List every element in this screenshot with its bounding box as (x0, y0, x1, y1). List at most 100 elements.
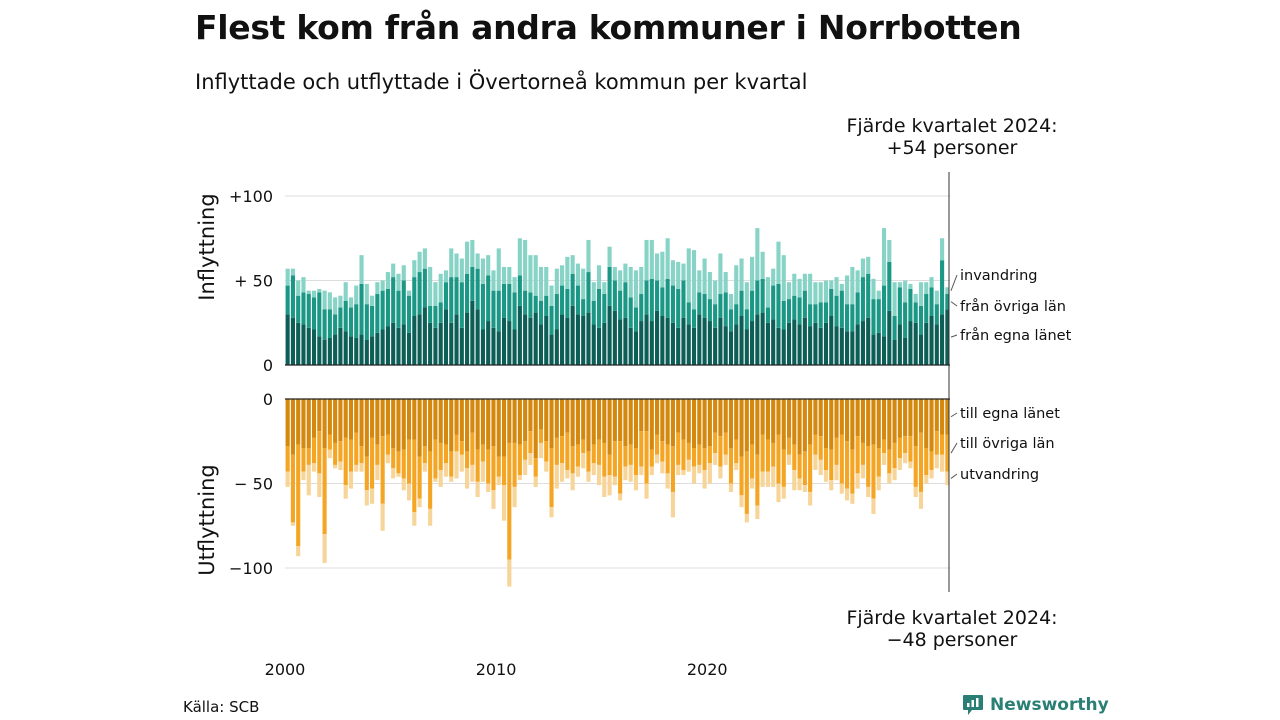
bar-inflyttning-s2-88 (750, 256, 755, 291)
bar-utflyttning-s2-119 (913, 486, 918, 498)
bar-inflyttning-s2-57 (586, 239, 591, 273)
bar-inflyttning-s2-22 (401, 265, 406, 281)
bar-utflyttning-s2-78 (697, 464, 702, 474)
bar-inflyttning-s2-125 (945, 287, 950, 295)
bar-utflyttning-s2-82 (718, 466, 723, 479)
bar-utflyttning-s1-32 (454, 434, 459, 452)
bar-inflyttning-s0-108 (855, 324, 860, 365)
bar-utflyttning-s1-48 (538, 429, 544, 443)
bar-utflyttning-s2-33 (459, 454, 464, 472)
series-label-utflyttning-1: till övriga län (960, 436, 1055, 452)
bar-inflyttning-s0-109 (860, 321, 865, 365)
bar-inflyttning-s2-100 (813, 282, 818, 305)
bar-inflyttning-s1-118 (908, 288, 913, 322)
bar-inflyttning-s0-95 (786, 322, 792, 365)
bar-utflyttning-s2-23 (406, 483, 412, 501)
bar-utflyttning-s1-56 (581, 439, 586, 454)
bar-utflyttning-s0-120 (918, 399, 924, 433)
bar-inflyttning-s1-62 (612, 280, 617, 311)
bar-utflyttning-s0-58 (591, 399, 596, 445)
bar-utflyttning-s1-116 (897, 437, 902, 459)
bar-inflyttning-s2-46 (528, 255, 533, 293)
bar-utflyttning-s2-64 (623, 466, 628, 481)
bar-inflyttning-s2-63 (618, 270, 623, 291)
bar-utflyttning-s0-55 (575, 399, 580, 445)
bar-utflyttning-s1-29 (438, 442, 443, 470)
bar-inflyttning-s0-68 (644, 314, 649, 365)
bar-utflyttning-s0-61 (607, 399, 612, 455)
bar-inflyttning-s1-107 (850, 304, 855, 332)
bar-inflyttning-s1-16 (370, 305, 375, 337)
bar-inflyttning-s0-15 (364, 339, 369, 365)
bar-inflyttning-s1-57 (586, 272, 591, 313)
bar-utflyttning-s0-33 (459, 399, 464, 442)
bar-utflyttning-s2-115 (892, 468, 897, 481)
bar-utflyttning-s0-109 (860, 399, 865, 443)
bar-inflyttning-s1-69 (649, 278, 654, 322)
bar-utflyttning-s1-101 (818, 436, 823, 460)
bar-utflyttning-s2-13 (354, 464, 359, 472)
brand-logo: Newsworthy (962, 694, 1109, 716)
bar-utflyttning-s1-106 (845, 441, 850, 489)
bar-inflyttning-s0-96 (792, 319, 797, 365)
bar-inflyttning-s0-123 (934, 324, 939, 365)
bar-utflyttning-s2-98 (802, 485, 807, 492)
bar-utflyttning-s0-98 (802, 399, 807, 452)
bar-utflyttning-s2-75 (681, 469, 686, 476)
bar-inflyttning-s1-46 (528, 292, 533, 318)
bar-utflyttning-s0-51 (554, 399, 559, 438)
bar-utflyttning-s1-14 (359, 446, 364, 464)
bar-inflyttning-s1-64 (623, 282, 628, 318)
bar-utflyttning-s0-116 (897, 399, 902, 438)
bar-utflyttning-s0-44 (517, 399, 522, 445)
bar-utflyttning-s1-97 (797, 454, 802, 479)
bar-inflyttning-s2-102 (823, 280, 829, 303)
bar-inflyttning-s1-11 (343, 300, 348, 332)
bar-inflyttning-s0-40 (496, 331, 501, 365)
bar-utflyttning-s1-51 (554, 437, 559, 465)
bar-inflyttning-s1-116 (897, 287, 902, 325)
bar-utflyttning-s1-20 (391, 448, 396, 469)
bar-inflyttning-s0-63 (618, 319, 623, 365)
bar-inflyttning-s1-52 (560, 285, 565, 315)
y-tick-label-inflyttning-2: 0 (263, 356, 273, 375)
bar-inflyttning-s1-84 (728, 309, 734, 332)
bar-utflyttning-s1-98 (802, 451, 807, 486)
bar-inflyttning-s2-29 (438, 273, 443, 303)
bar-utflyttning-s1-80 (707, 446, 712, 464)
bar-utflyttning-s0-56 (581, 399, 586, 440)
bar-inflyttning-s0-84 (728, 331, 734, 365)
bar-utflyttning-s0-83 (723, 399, 728, 433)
bar-inflyttning-s0-105 (839, 327, 844, 365)
bar-utflyttning-s1-113 (881, 439, 887, 454)
bar-inflyttning-s1-103 (829, 288, 834, 316)
bar-utflyttning-s1-7 (322, 448, 327, 535)
bar-utflyttning-s1-81 (713, 432, 718, 454)
bar-inflyttning-s0-107 (850, 331, 855, 365)
bar-utflyttning-s2-116 (897, 458, 902, 470)
bar-utflyttning-s0-63 (618, 399, 623, 442)
bar-inflyttning-s0-28 (433, 327, 438, 365)
y-tick-label-inflyttning-0: +100 (229, 187, 273, 206)
bar-utflyttning-s0-9 (333, 399, 338, 443)
bar-inflyttning-s1-119 (913, 302, 918, 323)
bar-inflyttning-s1-38 (486, 275, 491, 322)
bar-inflyttning-s1-56 (581, 299, 586, 316)
bar-utflyttning-s0-15 (364, 399, 369, 457)
bar-inflyttning-s2-72 (665, 238, 670, 279)
bar-inflyttning-s1-75 (681, 280, 686, 318)
bar-inflyttning-s0-34 (465, 312, 470, 365)
bar-inflyttning-s2-42 (507, 266, 512, 284)
bar-inflyttning-s1-0 (285, 285, 290, 315)
bar-inflyttning-s1-90 (760, 278, 765, 313)
bar-utflyttning-s1-124 (940, 434, 945, 455)
bar-utflyttning-s0-106 (845, 399, 850, 442)
bar-utflyttning-s0-72 (665, 399, 670, 445)
bar-inflyttning-s0-27 (428, 322, 433, 365)
bar-inflyttning-s1-100 (813, 304, 818, 323)
bar-utflyttning-s1-92 (771, 442, 776, 467)
bar-inflyttning-s2-92 (771, 268, 776, 286)
y-tick-label-utflyttning-0: 0 (263, 390, 273, 409)
bar-inflyttning-s0-89 (755, 314, 760, 365)
bar-inflyttning-s1-35 (470, 266, 475, 301)
